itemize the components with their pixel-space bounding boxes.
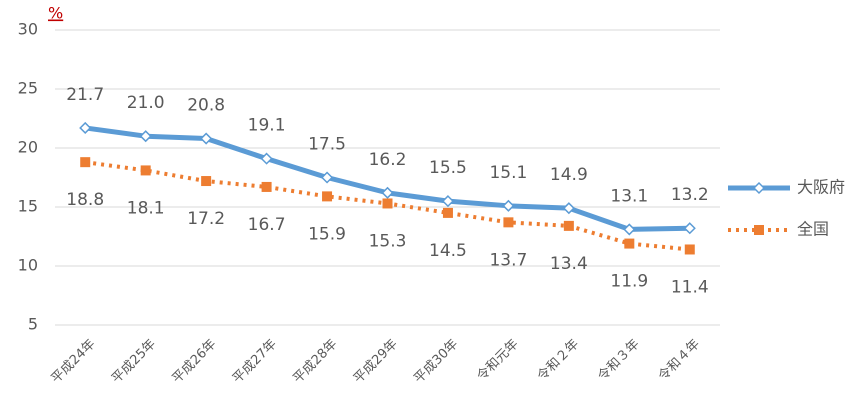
marker: [503, 217, 514, 228]
value-label: 13.2: [671, 185, 709, 205]
value-label: 15.3: [369, 231, 407, 251]
marker: [200, 132, 213, 145]
value-label: 11.9: [610, 272, 648, 292]
value-label: 16.2: [369, 150, 407, 170]
x-tick-label: 平成29年: [351, 337, 401, 387]
marker: [563, 220, 574, 231]
value-label: 14.5: [429, 241, 467, 261]
value-label: 21.0: [127, 93, 165, 113]
series-line: [84, 125, 690, 232]
x-tick-label: 平成26年: [170, 337, 220, 387]
value-label: 13.7: [489, 250, 527, 270]
value-label: 17.2: [187, 209, 225, 229]
legend-marker: [752, 181, 766, 195]
value-label: 13.1: [610, 186, 648, 206]
marker: [79, 121, 92, 135]
legend-label: 全国: [797, 220, 829, 239]
marker: [80, 157, 91, 168]
y-tick-label: 25: [18, 79, 38, 98]
value-label: 15.5: [429, 158, 467, 178]
unit-label: %: [48, 4, 63, 23]
marker: [381, 186, 394, 199]
marker: [684, 244, 695, 255]
x-tick-label: 平成25年: [109, 337, 159, 387]
value-label: 15.1: [489, 163, 527, 183]
x-tick-label: 令和２年: [535, 337, 582, 384]
marker: [442, 207, 453, 218]
marker: [260, 152, 273, 165]
legend-label: 大阪府: [797, 178, 845, 197]
y-tick-label: 20: [18, 138, 38, 157]
x-tick-label: 平成28年: [290, 337, 340, 387]
marker: [623, 223, 636, 236]
x-tick-label: 令和元年: [474, 337, 521, 384]
value-label: 17.5: [308, 135, 346, 155]
value-label: 15.9: [308, 224, 346, 244]
y-tick-label: 15: [18, 197, 38, 216]
x-tick-label: 平成24年: [49, 337, 99, 387]
marker: [139, 130, 152, 143]
value-label: 18.1: [127, 198, 165, 218]
value-label: 18.8: [66, 190, 104, 210]
y-tick-label: 30: [18, 20, 38, 39]
marker: [382, 198, 393, 209]
y-tick-label: 5: [28, 315, 38, 334]
marker: [562, 202, 575, 215]
marker: [261, 181, 272, 192]
marker: [201, 176, 212, 187]
marker: [320, 171, 334, 184]
value-label: 13.4: [550, 254, 588, 274]
x-tick-label: 平成30年: [411, 337, 461, 387]
marker: [322, 191, 333, 202]
marker: [683, 222, 696, 235]
y-tick-label: 10: [18, 256, 38, 275]
value-label: 16.7: [248, 215, 286, 235]
legend-marker: [754, 225, 764, 235]
x-tick-label: 令和４年: [656, 337, 703, 384]
value-label: 20.8: [187, 96, 225, 116]
marker: [624, 238, 635, 249]
x-tick-label: 平成27年: [230, 337, 280, 387]
value-label: 14.9: [550, 165, 588, 185]
value-label: 19.1: [248, 116, 286, 136]
x-tick-label: 令和３年: [595, 337, 642, 384]
marker: [441, 195, 455, 208]
value-label: 11.4: [671, 277, 709, 297]
marker: [502, 199, 515, 212]
value-label: 21.7: [66, 85, 104, 105]
marker: [140, 165, 151, 176]
